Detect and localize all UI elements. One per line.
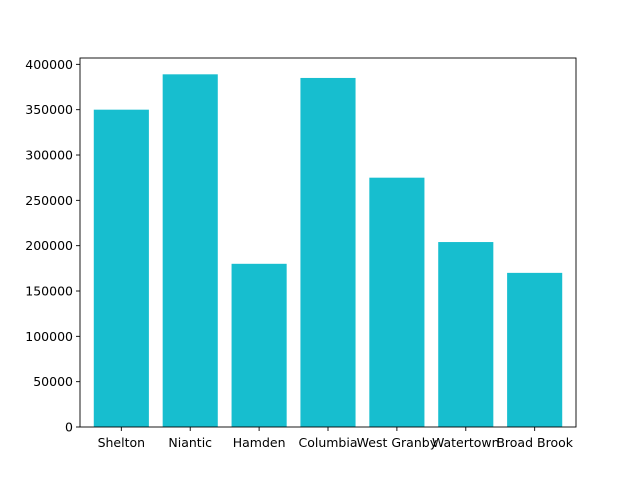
x-tick-label: Columbia — [298, 435, 357, 450]
y-tick-label: 400000 — [25, 57, 73, 72]
x-tick-label: Watertown — [432, 435, 500, 450]
x-tick-label: Broad Brook — [496, 435, 573, 450]
bar-watertown — [438, 242, 494, 427]
bar-niantic — [162, 74, 218, 427]
x-tick-label: West Granby — [357, 435, 438, 450]
y-tick-label: 350000 — [25, 102, 73, 117]
bar-hamden — [231, 263, 287, 427]
plot-frame — [79, 57, 577, 428]
y-tick-label: 200000 — [25, 238, 73, 253]
x-axis: Shelton Niantic Hamden Columbia West GranbyW… — [98, 427, 574, 450]
y-tick-label: 300000 — [25, 148, 73, 163]
y-axis: 0 50000 100000 150000 200000 250000 300000 3500… — [25, 57, 80, 435]
x-tick-label: Niantic — [168, 435, 212, 450]
bar-broad-brook — [507, 272, 563, 427]
y-tick-label: 100000 — [25, 329, 73, 344]
y-tick-label: 250000 — [25, 193, 73, 208]
y-tick-label: 0 — [65, 420, 73, 435]
y-tick-label: 150000 — [25, 284, 73, 299]
x-tick-label: Shelton — [98, 435, 146, 450]
bar-shelton — [93, 109, 149, 428]
x-tick-label: Hamden — [233, 435, 286, 450]
y-tick-label: 50000 — [33, 374, 73, 389]
bars-group — [93, 74, 563, 428]
bar-columbia — [300, 77, 356, 427]
bar-west-granby — [369, 177, 425, 427]
